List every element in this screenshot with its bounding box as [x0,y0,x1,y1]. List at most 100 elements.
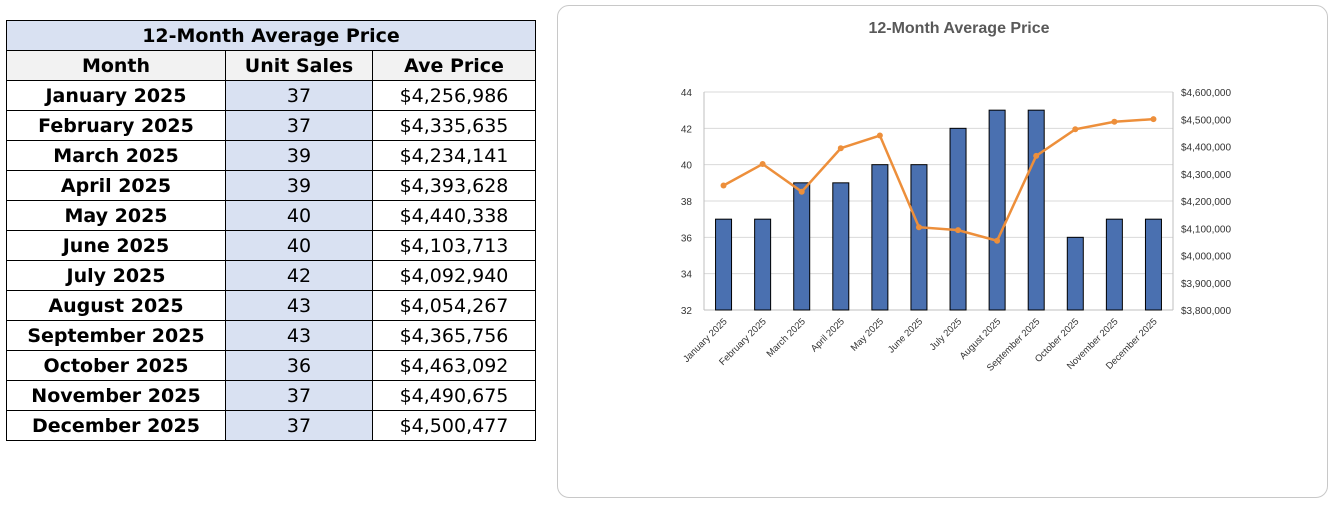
bar [871,164,889,311]
ave-price-cell: $4,490,675 [372,380,536,411]
price-point [759,161,766,168]
price-point [1033,152,1040,159]
table-row: July 2025 42 $4,092,940 [6,260,536,291]
price-point [798,188,805,195]
table-row: August 2025 43 $4,054,267 [6,290,536,321]
y2-tick-label: $3,800,000 [1181,306,1231,317]
ave-price-cell: $4,256,986 [372,80,536,111]
month-cell: November 2025 [6,380,226,411]
price-table: 12-Month Average Price Month Unit Sales … [6,20,536,441]
month-cell: October 2025 [6,350,226,381]
table-row: October 2025 36 $4,463,092 [6,350,536,381]
price-point [1072,126,1079,133]
ave-price-cell: $4,365,756 [372,320,536,351]
ave-price-cell: $4,393,628 [372,170,536,201]
x-tick-label: July 2025 [928,316,965,353]
unit-sales-cell: 37 [225,410,373,441]
bar [1144,218,1162,311]
y2-tick-label: $4,400,000 [1181,143,1231,154]
header-unit-sales: Unit Sales [225,50,373,81]
price-point [876,132,883,139]
y2-tick-label: $3,900,000 [1181,279,1231,290]
y-tick-label: 42 [681,124,693,135]
x-tick-label: April 2025 [809,316,847,354]
price-point [1111,118,1118,125]
month-cell: August 2025 [6,290,226,321]
ave-price-cell: $4,463,092 [372,350,536,381]
bar [793,182,811,311]
bar [715,218,733,311]
bar [754,218,772,311]
price-point [955,227,962,234]
bar [1105,218,1123,311]
ave-price-cell: $4,234,141 [372,140,536,171]
x-tick-label: March 2025 [765,316,808,359]
y-tick-label: 38 [681,197,693,208]
month-cell: January 2025 [6,80,226,111]
ave-price-cell: $4,103,713 [372,230,536,261]
y2-tick-label: $4,500,000 [1181,115,1231,126]
unit-sales-cell: 40 [225,200,373,231]
ave-price-cell: $4,440,338 [372,200,536,231]
y2-tick-label: $4,200,000 [1181,197,1231,208]
table-row: June 2025 40 $4,103,713 [6,230,536,261]
y2-tick-label: $4,000,000 [1181,252,1231,263]
x-tick-label: June 2025 [886,316,925,355]
table-row: April 2025 39 $4,393,628 [6,170,536,201]
table-row: February 2025 37 $4,335,635 [6,110,536,141]
month-cell: December 2025 [6,410,226,441]
month-cell: September 2025 [6,320,226,351]
y-tick-label: 32 [681,306,693,317]
table-row: September 2025 43 $4,365,756 [6,320,536,351]
bar [910,164,928,311]
table-row: January 2025 37 $4,256,986 [6,80,536,111]
ave-price-cell: $4,092,940 [372,260,536,291]
price-point [1150,116,1157,123]
ave-price-cell: $4,335,635 [372,110,536,141]
month-cell: April 2025 [6,170,226,201]
header-ave-price: Ave Price [372,50,536,81]
unit-sales-cell: 37 [225,110,373,141]
month-cell: July 2025 [6,260,226,291]
price-line [722,117,1154,243]
unit-sales-cell: 36 [225,350,373,381]
month-cell: June 2025 [6,230,226,261]
y-tick-label: 36 [681,233,693,244]
month-cell: May 2025 [6,200,226,231]
bar [988,109,1006,311]
bar [1027,109,1045,311]
x-tick-label: May 2025 [849,316,886,353]
y-tick-label: 44 [681,88,693,99]
y2-tick-label: $4,600,000 [1181,88,1231,99]
y-tick-label: 40 [681,161,693,172]
ave-price-cell: $4,500,477 [372,410,536,441]
price-point [720,182,727,189]
y2-tick-label: $4,300,000 [1181,170,1231,181]
combo-chart: 12-Month Average Price 32 34 36 38 40 42 44 $3,… [681,20,1232,374]
y2-tick-label: $4,100,000 [1181,224,1231,235]
unit-sales-cell: 43 [225,320,373,351]
table-row: November 2025 37 $4,490,675 [6,380,536,411]
month-cell: March 2025 [6,140,226,171]
bar [949,127,967,311]
unit-sales-cell: 40 [225,230,373,261]
price-point [994,237,1001,244]
bar [832,182,850,311]
table-row: May 2025 40 $4,440,338 [6,200,536,231]
bar [1066,236,1084,311]
unit-sales-cell: 42 [225,260,373,291]
unit-sales-cell: 43 [225,290,373,321]
price-point [915,224,922,231]
ave-price-cell: $4,054,267 [372,290,536,321]
y-tick-label: 34 [681,270,693,281]
price-point [837,145,844,152]
chart-container: 12-Month Average Price 32 34 36 38 40 42 44 $3,… [557,5,1328,498]
chart-title: 12-Month Average Price [868,20,1049,37]
table-title: 12-Month Average Price [6,20,536,51]
month-cell: February 2025 [6,110,226,141]
unit-sales-cell: 37 [225,380,373,411]
table-row: March 2025 39 $4,234,141 [6,140,536,171]
unit-sales-cell: 39 [225,170,373,201]
table-row: December 2025 37 $4,500,477 [6,410,536,441]
header-month: Month [6,50,226,81]
